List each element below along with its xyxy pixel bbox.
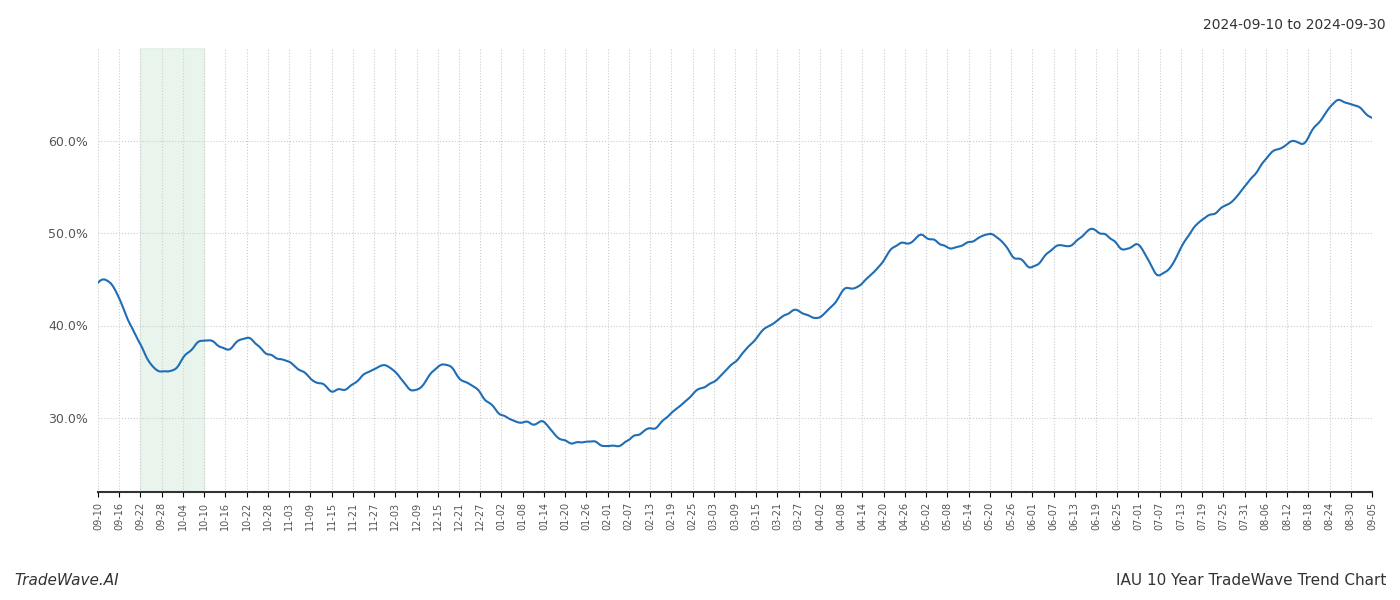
Text: 2024-09-10 to 2024-09-30: 2024-09-10 to 2024-09-30 (1204, 18, 1386, 32)
Text: IAU 10 Year TradeWave Trend Chart: IAU 10 Year TradeWave Trend Chart (1116, 573, 1386, 588)
Bar (140, 48, 204, 492)
Text: TradeWave.AI: TradeWave.AI (14, 573, 119, 588)
